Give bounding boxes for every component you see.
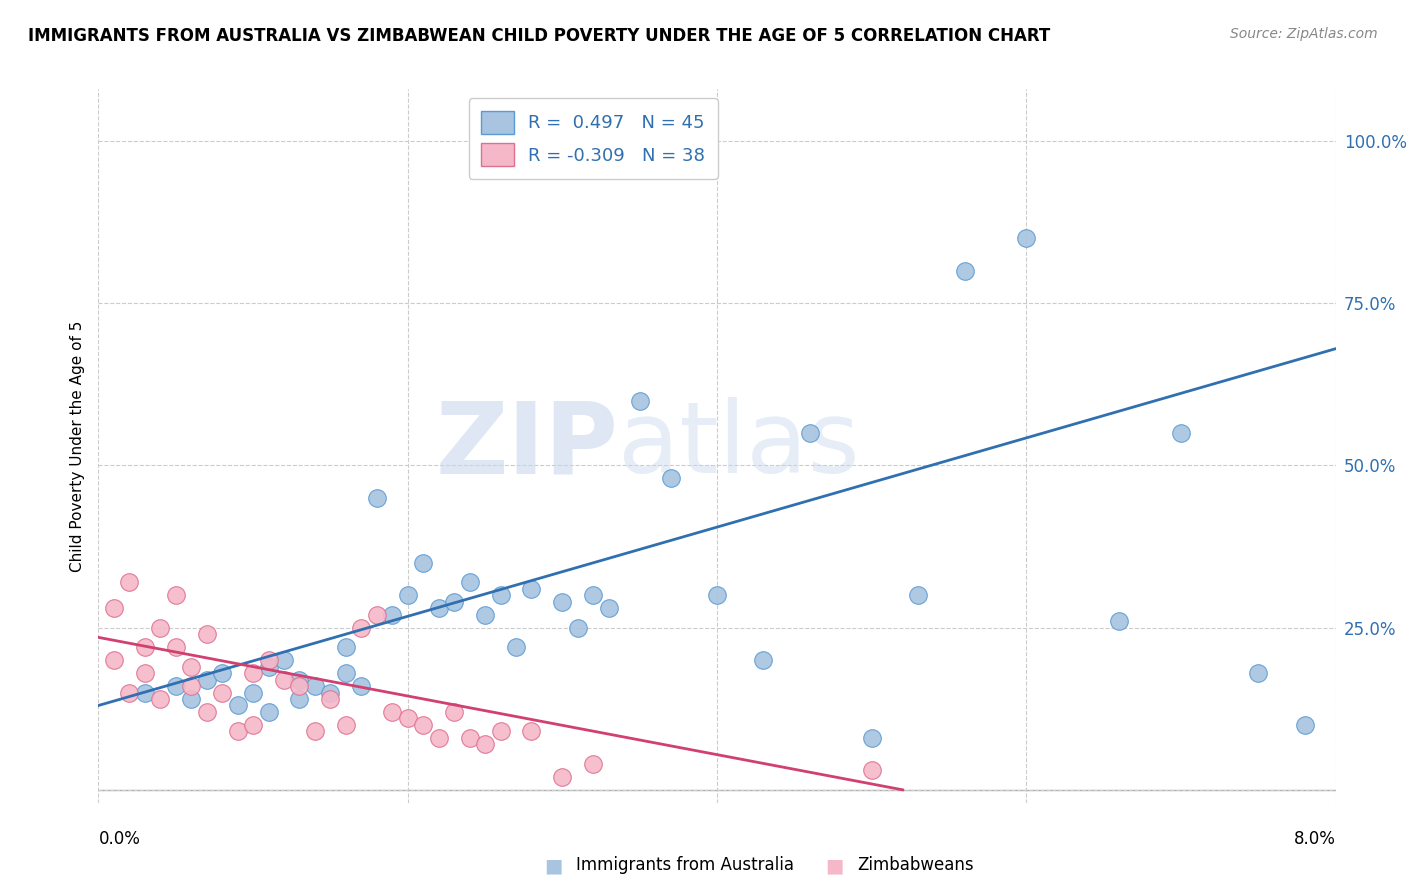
Y-axis label: Child Poverty Under the Age of 5: Child Poverty Under the Age of 5 bbox=[69, 320, 84, 572]
Point bbox=[273, 673, 295, 687]
Point bbox=[551, 770, 574, 784]
Point bbox=[103, 653, 125, 667]
Point bbox=[134, 666, 156, 681]
Point bbox=[520, 582, 543, 596]
Point bbox=[335, 666, 357, 681]
Point bbox=[953, 264, 976, 278]
Point bbox=[118, 685, 141, 699]
Point bbox=[799, 425, 821, 440]
Point bbox=[134, 640, 156, 654]
Point bbox=[598, 601, 620, 615]
Point bbox=[180, 692, 202, 706]
Point bbox=[319, 685, 342, 699]
Point bbox=[458, 731, 481, 745]
Point bbox=[165, 679, 187, 693]
Point bbox=[628, 393, 651, 408]
Point bbox=[706, 588, 728, 602]
Text: Source: ZipAtlas.com: Source: ZipAtlas.com bbox=[1230, 27, 1378, 41]
Point bbox=[443, 705, 465, 719]
Text: 0.0%: 0.0% bbox=[98, 830, 141, 847]
Point bbox=[226, 724, 249, 739]
Text: Immigrants from Australia: Immigrants from Australia bbox=[576, 856, 794, 874]
Point bbox=[1108, 614, 1130, 628]
Point bbox=[396, 711, 419, 725]
Point bbox=[567, 621, 589, 635]
Point bbox=[134, 685, 156, 699]
Point bbox=[381, 607, 404, 622]
Point bbox=[226, 698, 249, 713]
Point bbox=[350, 621, 373, 635]
Point bbox=[489, 588, 512, 602]
Point bbox=[350, 679, 373, 693]
Point bbox=[427, 601, 450, 615]
Point bbox=[474, 607, 496, 622]
Point bbox=[149, 692, 172, 706]
Point bbox=[257, 653, 280, 667]
Point bbox=[1294, 718, 1316, 732]
Point bbox=[288, 679, 311, 693]
Point bbox=[752, 653, 775, 667]
Point bbox=[412, 718, 434, 732]
Point bbox=[103, 601, 125, 615]
Text: ■: ■ bbox=[544, 856, 562, 875]
Text: ZIP: ZIP bbox=[436, 398, 619, 494]
Point bbox=[195, 705, 218, 719]
Point bbox=[907, 588, 929, 602]
Point bbox=[273, 653, 295, 667]
Point bbox=[458, 575, 481, 590]
Point bbox=[366, 491, 388, 505]
Text: ■: ■ bbox=[825, 856, 844, 875]
Point bbox=[396, 588, 419, 602]
Point bbox=[118, 575, 141, 590]
Point bbox=[489, 724, 512, 739]
Point bbox=[582, 588, 605, 602]
Legend: R =  0.497   N = 45, R = -0.309   N = 38: R = 0.497 N = 45, R = -0.309 N = 38 bbox=[468, 98, 718, 179]
Point bbox=[582, 756, 605, 771]
Point bbox=[551, 595, 574, 609]
Point bbox=[505, 640, 527, 654]
Text: Zimbabweans: Zimbabweans bbox=[858, 856, 974, 874]
Point bbox=[257, 659, 280, 673]
Point bbox=[304, 679, 326, 693]
Point bbox=[211, 666, 233, 681]
Point bbox=[195, 673, 218, 687]
Point bbox=[474, 738, 496, 752]
Point bbox=[366, 607, 388, 622]
Text: atlas: atlas bbox=[619, 398, 859, 494]
Point bbox=[1170, 425, 1192, 440]
Point bbox=[1247, 666, 1270, 681]
Point bbox=[180, 679, 202, 693]
Point bbox=[520, 724, 543, 739]
Point bbox=[165, 588, 187, 602]
Point bbox=[304, 724, 326, 739]
Point bbox=[427, 731, 450, 745]
Text: IMMIGRANTS FROM AUSTRALIA VS ZIMBABWEAN CHILD POVERTY UNDER THE AGE OF 5 CORRELA: IMMIGRANTS FROM AUSTRALIA VS ZIMBABWEAN … bbox=[28, 27, 1050, 45]
Point bbox=[335, 640, 357, 654]
Text: 8.0%: 8.0% bbox=[1294, 830, 1336, 847]
Point bbox=[180, 659, 202, 673]
Point bbox=[242, 666, 264, 681]
Point bbox=[242, 685, 264, 699]
Point bbox=[1015, 231, 1038, 245]
Point bbox=[242, 718, 264, 732]
Point bbox=[860, 731, 883, 745]
Point bbox=[211, 685, 233, 699]
Point bbox=[659, 471, 682, 485]
Point bbox=[335, 718, 357, 732]
Point bbox=[149, 621, 172, 635]
Point bbox=[165, 640, 187, 654]
Point bbox=[288, 692, 311, 706]
Point bbox=[257, 705, 280, 719]
Point bbox=[412, 556, 434, 570]
Point bbox=[288, 673, 311, 687]
Point bbox=[860, 764, 883, 778]
Point bbox=[319, 692, 342, 706]
Point bbox=[195, 627, 218, 641]
Point bbox=[443, 595, 465, 609]
Point bbox=[381, 705, 404, 719]
